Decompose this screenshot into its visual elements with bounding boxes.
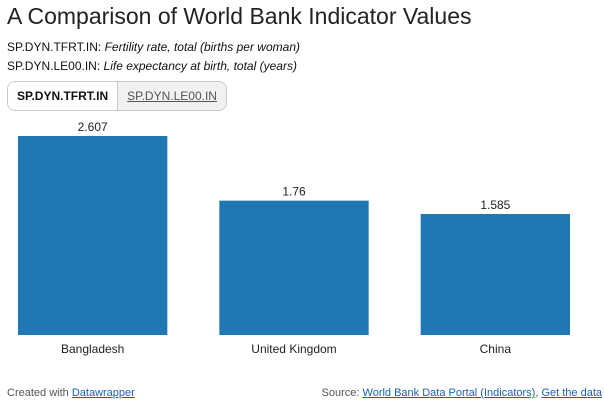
- indicator-description: Life expectancy at birth, total (years): [103, 59, 297, 73]
- source-separator: ,: [535, 387, 539, 399]
- indicator-code: SP.DYN.TFRT.IN:: [7, 40, 102, 54]
- bar-bangladesh: [18, 136, 168, 335]
- bar-united-kingdom: [219, 200, 369, 335]
- bar-china: [420, 214, 570, 335]
- indicator-tab-group: SP.DYN.TFRT.IN SP.DYN.LE00.IN: [7, 81, 227, 111]
- tab-life-expectancy[interactable]: SP.DYN.LE00.IN: [118, 82, 226, 110]
- value-label: 1.76: [282, 185, 306, 199]
- value-label: 2.607: [78, 120, 108, 134]
- indicator-description: Fertility rate, total (births per woman): [104, 40, 300, 54]
- category-label: United Kingdom: [251, 342, 336, 356]
- source-link[interactable]: World Bank Data Portal (Indicators): [362, 387, 536, 399]
- bar-chart: 2.607 Bangladesh 1.76 United Kingdom 1.585 Ch…: [18, 120, 570, 356]
- footer-credit: Created with Datawrapper: [7, 387, 135, 399]
- value-label: 1.585: [480, 198, 510, 212]
- category-label: China: [480, 342, 512, 356]
- credit-prefix: Created with: [7, 387, 69, 399]
- category-label: Bangladesh: [61, 342, 124, 356]
- footer-source: Source: World Bank Data Portal (Indicato…: [322, 387, 602, 399]
- indicator-note-life-expectancy: SP.DYN.LE00.IN: Life expectancy at birth…: [7, 59, 297, 73]
- get-the-data-link[interactable]: Get the data: [541, 387, 602, 399]
- chart-title: A Comparison of World Bank Indicator Val…: [7, 3, 472, 29]
- indicator-code: SP.DYN.LE00.IN:: [7, 59, 101, 73]
- indicator-note-fertility: SP.DYN.TFRT.IN: Fertility rate, total (b…: [7, 40, 300, 54]
- tab-fertility-rate[interactable]: SP.DYN.TFRT.IN: [8, 82, 119, 110]
- source-prefix: Source:: [321, 387, 360, 399]
- datawrapper-link[interactable]: Datawrapper: [71, 387, 135, 399]
